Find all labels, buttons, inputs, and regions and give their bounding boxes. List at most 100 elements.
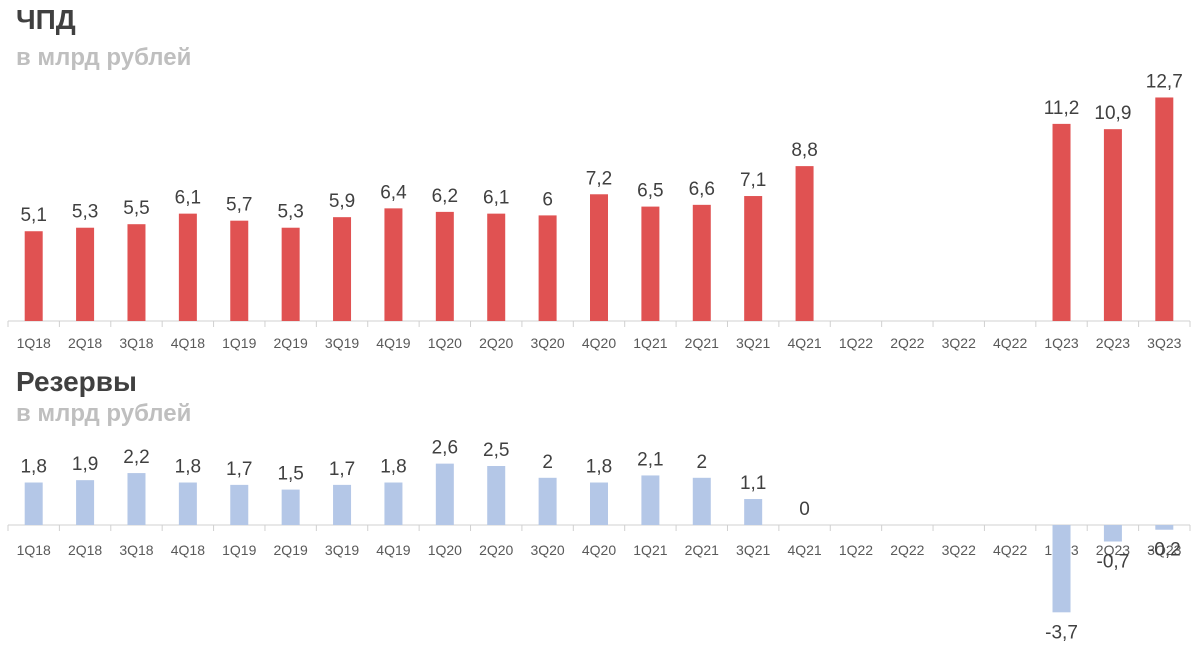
bottom-chart-data-label: 2,5	[483, 440, 509, 461]
top-chart-bar	[487, 213, 506, 321]
top-chart-tick-label: 4Q18	[171, 335, 205, 351]
bottom-chart-bar	[178, 482, 197, 525]
bottom-chart-bar	[1103, 525, 1122, 542]
bottom-chart-data-label: -0,7	[1097, 552, 1130, 573]
bottom-chart-data-label: 1,8	[586, 457, 612, 478]
top-chart-tick-label: 3Q23	[1147, 335, 1181, 351]
bottom-chart-tick-label: 2Q23	[1096, 542, 1130, 558]
top-chart-bar	[795, 166, 814, 321]
top-chart-data-label: 12,7	[1146, 71, 1183, 92]
bottom-chart-tick-label: 3Q22	[942, 542, 976, 558]
bottom-chart-tick-label: 1Q21	[633, 542, 667, 558]
top-chart-tick-label: 1Q19	[222, 335, 256, 351]
bottom-chart-data-label: 1,7	[329, 459, 355, 480]
bottom-chart-bar	[692, 477, 711, 525]
bottom-chart-data-label: 2	[542, 452, 553, 473]
top-chart-tick-label: 2Q19	[274, 335, 308, 351]
bottom-chart-bar	[24, 482, 43, 525]
bottom-chart-data-label: 1,1	[740, 473, 766, 494]
top-chart-tick-label: 2Q20	[479, 335, 513, 351]
bottom-chart-bar	[538, 477, 557, 525]
bottom-chart-tick-label: 4Q19	[376, 542, 410, 558]
top-chart-tick-label: 4Q21	[787, 335, 821, 351]
top-chart-tick-label: 2Q22	[890, 335, 924, 351]
bottom-chart-data-label: 2,2	[123, 447, 149, 468]
bottom-chart-data-label: 1,9	[72, 454, 98, 475]
top-chart-data-label: 6,4	[380, 182, 407, 203]
top-chart-bar	[744, 196, 763, 321]
top-chart-data-label: 5,9	[329, 191, 355, 212]
top-chart-tick-label: 4Q22	[993, 335, 1027, 351]
top-chart-bar	[1052, 123, 1071, 321]
bottom-chart-tick-label: 2Q22	[890, 542, 924, 558]
top-chart-data-label: 5,3	[72, 202, 98, 223]
bottom-chart-tick-label: 1Q22	[839, 542, 873, 558]
top-chart-data-label: 11,2	[1044, 98, 1080, 119]
top-chart-data-label: 5,7	[226, 195, 252, 216]
bottom-chart-bar	[127, 473, 146, 525]
bottom-chart-tick-label: 1Q19	[222, 542, 256, 558]
top-chart-tick-label: 3Q20	[530, 335, 564, 351]
chart-subtitle-bottom: в млрд рублей	[16, 400, 192, 427]
top-chart-data-label: 6	[542, 189, 553, 210]
top-chart-bar	[641, 206, 660, 321]
top-chart-data-label: 10,9	[1094, 103, 1131, 124]
top-chart-tick-label: 1Q20	[428, 335, 462, 351]
bottom-chart-bar	[230, 484, 249, 525]
bottom-chart-tick-label: 4Q21	[787, 542, 821, 558]
top-chart-data-label: 7,1	[740, 170, 766, 191]
bottom-chart-tick-label: 2Q19	[274, 542, 308, 558]
top-chart-bar	[692, 204, 711, 321]
top-chart-bar	[1155, 97, 1174, 321]
top-chart-data-label: 8,8	[791, 140, 817, 161]
bottom-chart-tick-label: 3Q19	[325, 542, 359, 558]
bottom-chart-tick-label: 2Q21	[685, 542, 719, 558]
top-chart-bar	[538, 215, 557, 321]
chart-title-top: ЧПД	[16, 4, 76, 35]
top-chart-data-label: 5,1	[20, 205, 46, 226]
bottom-chart-data-label: 2	[696, 452, 707, 473]
bottom-chart-bar	[281, 489, 300, 525]
bottom-chart-tick-label: 3Q23	[1147, 542, 1181, 558]
top-chart-bar	[333, 217, 352, 321]
top-chart-data-label: 7,2	[586, 168, 612, 189]
bottom-chart-tick-label: 3Q21	[736, 542, 770, 558]
top-chart-bar	[76, 227, 95, 321]
top-chart-bar	[230, 220, 249, 321]
top-chart-data-label: 5,3	[277, 202, 303, 223]
bottom-chart-tick-label: 3Q18	[119, 542, 153, 558]
top-chart-tick-label: 3Q22	[942, 335, 976, 351]
bottom-chart-data-label: 1,8	[380, 457, 406, 478]
top-chart-tick-label: 2Q23	[1096, 335, 1130, 351]
top-chart-bar	[24, 231, 43, 321]
top-chart-bar	[590, 194, 608, 321]
bottom-chart-tick-label: 1Q18	[17, 542, 51, 558]
top-chart-data-label: 5,5	[123, 198, 149, 219]
top-chart-tick-label: 1Q18	[17, 335, 51, 351]
bottom-chart-bar	[487, 466, 506, 525]
top-chart-data-label: 6,6	[689, 179, 715, 200]
bottom-chart-tick-label: 2Q18	[68, 542, 102, 558]
bottom-chart-data-label: 1,5	[277, 464, 303, 485]
bottom-chart-bar	[744, 499, 763, 525]
top-chart-data-label: 6,2	[432, 186, 458, 207]
bottom-chart-tick-label: 4Q20	[582, 542, 616, 558]
bottom-chart-data-label: -3,7	[1045, 622, 1078, 643]
top-chart-tick-label: 4Q19	[376, 335, 410, 351]
top-chart-tick-label: 3Q21	[736, 335, 770, 351]
bottom-chart-bar	[435, 463, 454, 525]
bottom-chart-bar	[1155, 525, 1174, 530]
top-chart-data-label: 6,1	[175, 188, 201, 209]
bottom-chart-data-label: -0,2	[1148, 540, 1181, 561]
top-chart-bar	[1103, 129, 1122, 321]
top-chart-bar	[281, 227, 300, 321]
bottom-chart-bar	[1052, 525, 1071, 613]
top-chart-tick-label: 3Q18	[119, 335, 153, 351]
bottom-chart-bar	[76, 480, 95, 525]
bottom-chart-data-label: 2,6	[432, 438, 458, 459]
bottom-chart-tick-label: 4Q18	[171, 542, 205, 558]
top-chart-tick-label: 3Q19	[325, 335, 359, 351]
bottom-chart-bar	[384, 482, 403, 525]
top-chart-bar	[384, 208, 403, 321]
